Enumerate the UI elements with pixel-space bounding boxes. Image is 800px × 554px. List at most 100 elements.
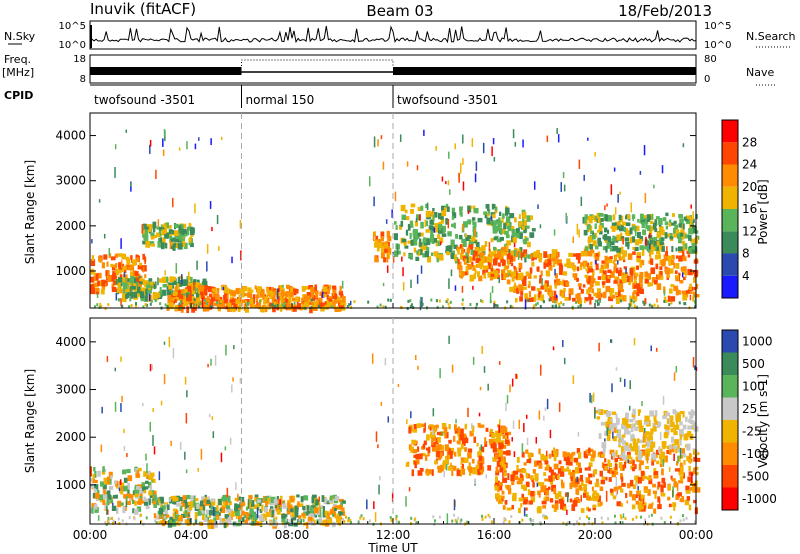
echo-cell	[488, 438, 494, 444]
echo-cell	[663, 296, 667, 303]
echo-cell	[139, 277, 143, 282]
echo-cell	[688, 228, 694, 235]
echo-cell	[171, 229, 174, 235]
echo-cell	[620, 516, 623, 520]
echo-cell	[329, 510, 335, 515]
echo-cell	[464, 447, 468, 452]
echo-cell	[664, 232, 668, 239]
echo-cell	[258, 299, 261, 303]
echo-cell	[431, 438, 434, 445]
echo-cell	[682, 295, 688, 301]
echo-cell	[472, 225, 477, 233]
echo-cell	[682, 290, 687, 294]
echo-cell	[639, 515, 642, 519]
echo-cell	[644, 415, 650, 422]
echo-cell	[527, 284, 531, 289]
echo-cell	[270, 287, 274, 292]
echo-cell	[219, 517, 222, 521]
echo-cell	[435, 424, 439, 429]
echo-cell	[518, 419, 521, 430]
echo-cell	[486, 218, 491, 223]
echo-cell	[194, 498, 199, 502]
echo-cell	[145, 470, 151, 475]
echo-cell	[432, 408, 435, 417]
echo-cell	[145, 288, 149, 296]
echo-cell	[618, 214, 622, 221]
echo-cell	[548, 475, 553, 482]
echo-cell	[315, 302, 320, 308]
echo-cell	[441, 431, 443, 436]
echo-cell	[98, 199, 101, 203]
echo-cell	[247, 292, 250, 297]
echo-cell	[653, 240, 657, 247]
echo-cell	[604, 238, 610, 243]
echo-cell	[668, 416, 671, 427]
echo-cell	[627, 451, 631, 457]
echo-cell	[537, 204, 539, 209]
echo-cell	[600, 516, 603, 520]
echo-cell	[523, 219, 527, 226]
echo-cell	[592, 392, 595, 402]
echo-cell	[440, 219, 445, 224]
echo-cell	[467, 407, 469, 418]
echo-cell	[279, 499, 281, 505]
echo-cell	[294, 510, 299, 518]
echo-cell	[544, 263, 549, 267]
echo-cell	[125, 289, 128, 293]
echo-cell	[672, 227, 677, 234]
echo-cell	[420, 221, 424, 229]
echo-cell	[188, 240, 191, 246]
echo-cell	[491, 146, 493, 157]
echo-cell	[645, 222, 648, 229]
echo-cell	[169, 290, 174, 296]
echo-cell	[235, 482, 237, 491]
echo-cell	[397, 520, 400, 524]
echo-cell	[625, 444, 630, 451]
echo-cell	[446, 447, 449, 459]
echo-cell	[136, 506, 142, 512]
echo-cell	[254, 304, 259, 309]
echo-cell	[180, 513, 186, 519]
echo-cell	[301, 513, 306, 517]
echo-cell	[400, 204, 406, 212]
echo-cell	[543, 455, 548, 462]
echo-cell	[583, 451, 587, 458]
echo-cell	[252, 514, 258, 520]
echo-cell	[689, 217, 693, 224]
echo-cell	[434, 427, 437, 433]
echo-cell	[177, 516, 182, 522]
echo-cell	[410, 239, 414, 246]
echo-cell	[253, 520, 256, 524]
echo-cell	[202, 514, 205, 520]
echo-cell	[591, 493, 596, 500]
echo-cell	[196, 260, 198, 270]
echo-cell	[201, 298, 204, 309]
echo-cell	[668, 503, 672, 508]
echo-cell	[298, 518, 301, 522]
echo-cell	[498, 429, 503, 436]
echo-cell	[174, 497, 179, 502]
echo-cell	[682, 514, 685, 518]
echo-cell	[161, 505, 166, 512]
echo-cell	[448, 439, 452, 444]
echo-cell	[404, 245, 409, 249]
echo-cell	[242, 285, 248, 292]
echo-cell	[202, 280, 208, 288]
echo-cell	[646, 218, 651, 222]
echo-cell	[618, 443, 621, 448]
echo-cell	[575, 462, 579, 466]
echo-cell	[444, 433, 447, 439]
echo-cell	[326, 299, 329, 303]
echo-cell	[660, 516, 663, 520]
echo-cell	[554, 282, 557, 289]
echo-cell	[265, 306, 268, 313]
echo-cell	[181, 503, 186, 507]
echo-cell	[639, 496, 645, 503]
echo-cell	[257, 286, 262, 292]
echo-cell	[257, 501, 262, 507]
echo-cell	[536, 482, 539, 487]
echo-cell	[598, 342, 600, 352]
echo-cell	[601, 274, 605, 280]
echo-cell	[501, 426, 506, 432]
echo-cell	[187, 301, 190, 305]
